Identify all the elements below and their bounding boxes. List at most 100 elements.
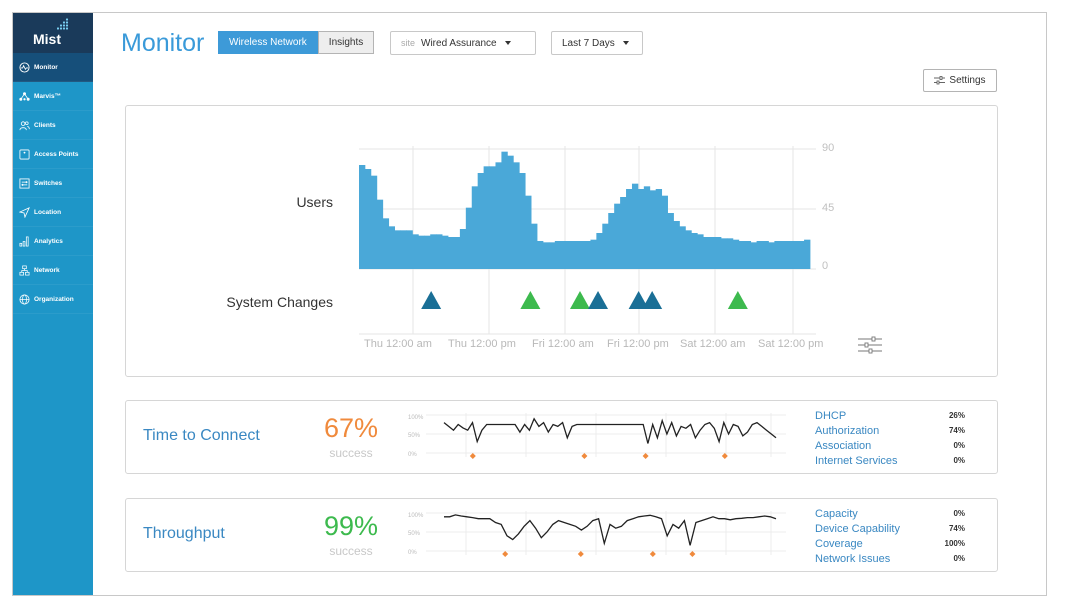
users-row-label: Users bbox=[296, 194, 333, 210]
sidebar-item-monitor[interactable]: Monitor bbox=[13, 53, 93, 82]
sparkline-failure-marker bbox=[502, 551, 509, 557]
user-count-bar bbox=[471, 186, 479, 269]
marvis-icon bbox=[19, 91, 30, 101]
sidebar-item-organization[interactable]: Organization bbox=[13, 285, 93, 314]
metric-authorization[interactable]: Authorization 74% bbox=[815, 423, 965, 438]
sidebar-item-label: Network bbox=[34, 266, 60, 274]
sidebar-item-label: Organization bbox=[34, 295, 74, 303]
sle-sparkline[interactable] bbox=[426, 413, 786, 463]
user-count-bar bbox=[394, 230, 401, 269]
system-changes-row-label: System Changes bbox=[226, 294, 333, 310]
sle-y-tick: 100% bbox=[408, 415, 424, 421]
user-count-bar bbox=[448, 237, 455, 269]
user-count-bar bbox=[762, 241, 769, 269]
metric-device-capability[interactable]: Device Capability 74% bbox=[815, 521, 965, 536]
user-count-bar bbox=[412, 234, 419, 269]
sidebar-item-location[interactable]: Location bbox=[13, 198, 93, 227]
location-icon bbox=[19, 206, 30, 218]
system-change-marker bbox=[421, 291, 442, 309]
site-dropdown[interactable]: site Wired Assurance bbox=[390, 31, 536, 55]
sidebar-item-clients[interactable]: Clients bbox=[13, 111, 93, 140]
user-count-bar bbox=[489, 166, 496, 269]
sle-y-tick: 0% bbox=[408, 550, 417, 556]
sidebar-item-label: Marvis™ bbox=[34, 92, 62, 100]
sidebar-item-label: Analytics bbox=[34, 237, 63, 245]
tab-insights[interactable]: Insights bbox=[317, 31, 375, 54]
switch-icon bbox=[19, 178, 30, 188]
user-count-bar bbox=[548, 242, 556, 269]
metric-name: Authorization bbox=[815, 424, 880, 437]
mist-dots-icon bbox=[57, 18, 69, 30]
metric-network-issues[interactable]: Network Issues 0% bbox=[815, 551, 965, 566]
user-count-bar bbox=[626, 189, 633, 269]
sidebar-item-marvis[interactable]: Marvis™ bbox=[13, 82, 93, 111]
metric-name: Coverage bbox=[815, 537, 863, 550]
metric-capacity[interactable]: Capacity 0% bbox=[815, 506, 965, 521]
user-count-bar bbox=[560, 241, 568, 269]
user-count-bar bbox=[507, 155, 514, 269]
sidebar-item-label: Monitor bbox=[34, 63, 58, 71]
chart-filter-icon[interactable] bbox=[858, 336, 882, 354]
user-count-bar bbox=[637, 189, 645, 269]
user-count-bar bbox=[679, 226, 686, 269]
sparkline-series bbox=[443, 417, 777, 444]
sidebar-item-network[interactable]: Network bbox=[13, 256, 93, 285]
user-count-bar bbox=[703, 237, 710, 269]
user-count-bar bbox=[726, 238, 734, 269]
system-change-marker bbox=[727, 291, 748, 309]
user-count-bar bbox=[798, 241, 805, 269]
metric-name: Capacity bbox=[815, 507, 858, 520]
user-count-bar bbox=[537, 241, 544, 269]
sparkline-failure-marker bbox=[721, 453, 728, 459]
metric-dhcp[interactable]: DHCP 26% bbox=[815, 408, 965, 423]
sle-title[interactable]: Time to Connect bbox=[143, 427, 260, 444]
sidebar-item-analytics[interactable]: Analytics bbox=[13, 227, 93, 256]
timeline-card: Users System Changes 90 45 0 Thu 12:00 a… bbox=[125, 105, 998, 377]
sle-card-throughput[interactable]: Throughput 99% success 100% 50% 0% Capac… bbox=[125, 498, 998, 572]
user-count-bar bbox=[732, 239, 740, 269]
sle-sparkline[interactable] bbox=[426, 511, 786, 561]
sparkline-failure-marker bbox=[689, 551, 696, 557]
user-count-bar bbox=[483, 166, 490, 269]
sparkline-failure-marker bbox=[469, 453, 476, 459]
app-window: Mist Monitor Marvis™ Clients Access Poin… bbox=[12, 12, 1047, 596]
users-chart[interactable] bbox=[126, 106, 999, 378]
metric-name: DHCP bbox=[815, 409, 847, 422]
user-count-bar bbox=[359, 165, 366, 269]
sidebar-item-access-points[interactable]: Access Points bbox=[13, 140, 93, 169]
sle-title[interactable]: Throughput bbox=[143, 525, 225, 542]
user-count-bar bbox=[566, 241, 574, 269]
sidebar: Mist Monitor Marvis™ Clients Access Poin… bbox=[13, 13, 93, 595]
analytics-icon bbox=[19, 236, 29, 246]
sle-y-tick: 50% bbox=[408, 433, 421, 439]
settings-button[interactable]: Settings bbox=[923, 69, 997, 92]
user-count-bar bbox=[643, 186, 651, 269]
y-tick-label: 0 bbox=[822, 260, 829, 272]
user-count-bar bbox=[697, 234, 704, 269]
clients-icon bbox=[19, 120, 30, 130]
sle-y-tick: 0% bbox=[408, 452, 417, 458]
metric-association[interactable]: Association 0% bbox=[815, 438, 965, 453]
monitor-icon bbox=[19, 61, 30, 73]
user-count-bar bbox=[382, 218, 390, 269]
metric-pct: 0% bbox=[953, 509, 965, 518]
tab-wireless-network[interactable]: Wireless Network bbox=[218, 31, 318, 54]
metric-name: Network Issues bbox=[815, 552, 891, 565]
metric-pct: 0% bbox=[953, 456, 965, 465]
metric-coverage[interactable]: Coverage 100% bbox=[815, 536, 965, 551]
user-count-bar bbox=[673, 221, 680, 269]
sle-y-tick: 100% bbox=[408, 513, 424, 519]
user-count-bar bbox=[667, 213, 674, 269]
brand-logo[interactable]: Mist bbox=[13, 13, 93, 53]
sidebar-item-switches[interactable]: Switches bbox=[13, 169, 93, 198]
user-count-bar bbox=[584, 241, 591, 269]
sparkline-failure-marker bbox=[642, 453, 649, 459]
system-change-marker bbox=[588, 291, 609, 309]
user-count-bar bbox=[596, 233, 603, 269]
user-count-bar bbox=[554, 241, 562, 269]
metric-internet-services[interactable]: Internet Services 0% bbox=[815, 453, 965, 468]
sle-success-value: 67% bbox=[323, 413, 379, 443]
user-count-bar bbox=[720, 238, 728, 269]
time-range-dropdown[interactable]: Last 7 Days bbox=[551, 31, 643, 55]
sle-card-time-to-connect[interactable]: Time to Connect 67% success 100% 50% 0% … bbox=[125, 400, 998, 474]
